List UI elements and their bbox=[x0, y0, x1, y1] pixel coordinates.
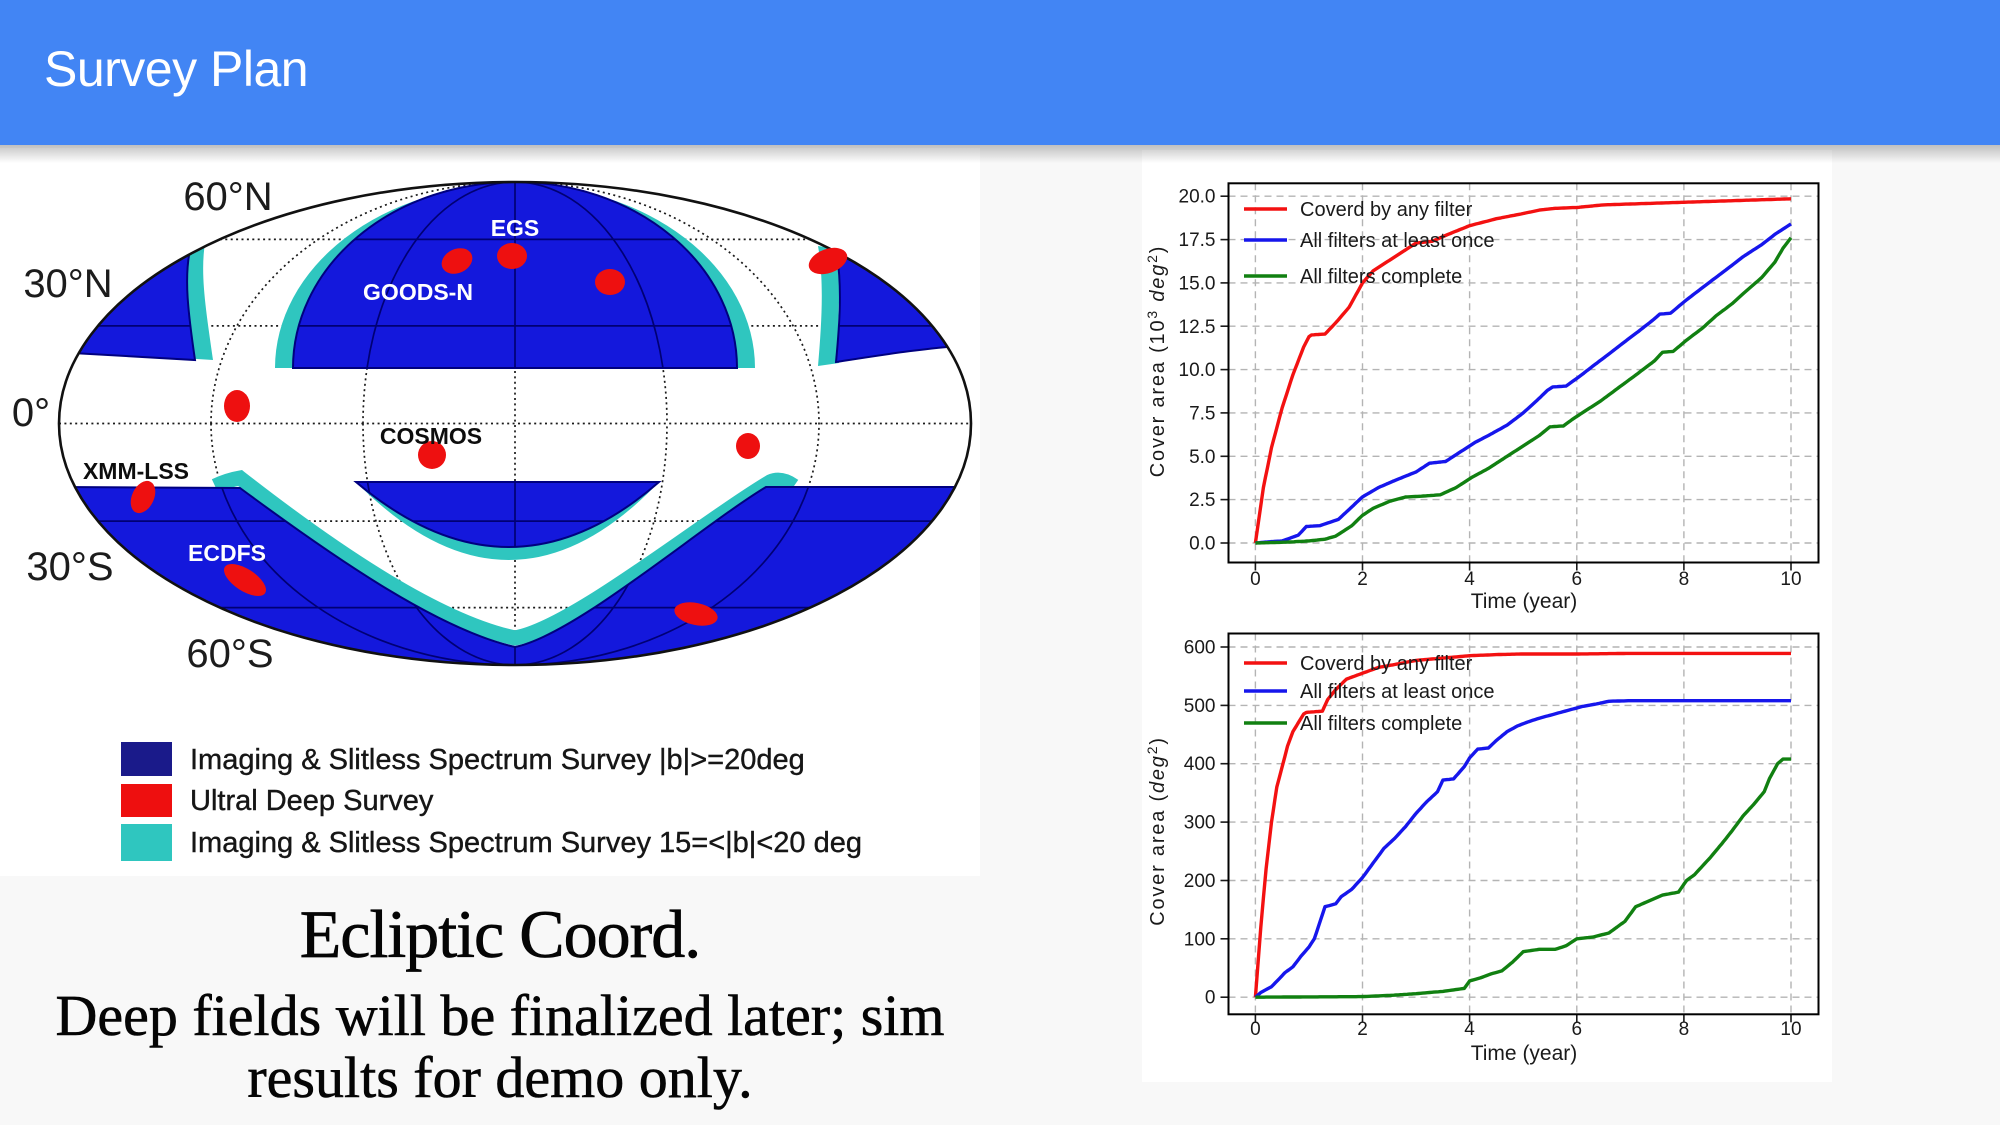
svg-text:12.5: 12.5 bbox=[1179, 317, 1216, 338]
svg-text:6: 6 bbox=[1572, 569, 1583, 590]
svg-text:results for demo only.: results for demo only. bbox=[247, 1045, 752, 1110]
svg-text:Time (year): Time (year) bbox=[1471, 590, 1578, 613]
svg-text:Imaging & Slitless Spectrum Su: Imaging & Slitless Spectrum Survey |b|>=… bbox=[190, 744, 805, 776]
svg-text:30°S: 30°S bbox=[26, 545, 113, 589]
svg-text:EGS: EGS bbox=[491, 215, 540, 241]
svg-text:2: 2 bbox=[1357, 1019, 1368, 1040]
svg-text:0: 0 bbox=[1250, 569, 1261, 590]
svg-text:ECDFS: ECDFS bbox=[188, 540, 266, 566]
svg-text:300: 300 bbox=[1184, 813, 1216, 834]
svg-text:10: 10 bbox=[1780, 569, 1801, 590]
svg-text:All filters at least once: All filters at least once bbox=[1300, 230, 1495, 252]
svg-text:15.0: 15.0 bbox=[1179, 273, 1216, 294]
svg-text:All filters complete: All filters complete bbox=[1300, 713, 1462, 735]
svg-text:60°S: 60°S bbox=[186, 632, 273, 676]
svg-text:5.0: 5.0 bbox=[1189, 447, 1215, 468]
svg-text:Ultral Deep Survey: Ultral Deep Survey bbox=[190, 785, 434, 817]
svg-text:10.0: 10.0 bbox=[1179, 360, 1216, 381]
svg-text:XMM-LSS: XMM-LSS bbox=[83, 458, 189, 484]
svg-text:4: 4 bbox=[1464, 569, 1475, 590]
svg-text:Time (year): Time (year) bbox=[1471, 1042, 1578, 1065]
svg-text:0: 0 bbox=[1205, 988, 1216, 1009]
svg-text:Deep fields will be finalized: Deep fields will be finalized later; sim bbox=[55, 983, 944, 1048]
svg-text:6: 6 bbox=[1572, 1019, 1583, 1040]
svg-text:Coverd by any filter: Coverd by any filter bbox=[1300, 199, 1473, 221]
svg-text:2.5: 2.5 bbox=[1189, 490, 1215, 511]
svg-text:8: 8 bbox=[1679, 1019, 1690, 1040]
svg-text:500: 500 bbox=[1184, 696, 1216, 717]
svg-text:400: 400 bbox=[1184, 754, 1216, 775]
svg-text:8: 8 bbox=[1679, 569, 1690, 590]
svg-text:2: 2 bbox=[1357, 569, 1368, 590]
svg-text:Cover area (deg2): Cover area (deg2) bbox=[1144, 736, 1169, 926]
svg-text:0: 0 bbox=[1250, 1019, 1261, 1040]
svg-text:4: 4 bbox=[1464, 1019, 1475, 1040]
svg-text:30°N: 30°N bbox=[23, 262, 112, 306]
svg-text:Ecliptic Coord.: Ecliptic Coord. bbox=[300, 896, 700, 972]
svg-text:All filters complete: All filters complete bbox=[1300, 266, 1462, 288]
svg-text:0°: 0° bbox=[12, 391, 50, 435]
svg-text:600: 600 bbox=[1184, 638, 1216, 659]
svg-text:COSMOS: COSMOS bbox=[380, 423, 482, 449]
svg-text:All filters at least once: All filters at least once bbox=[1300, 681, 1495, 703]
svg-text:Coverd by any filter: Coverd by any filter bbox=[1300, 653, 1473, 675]
svg-text:Cover area (103 deg2): Cover area (103 deg2) bbox=[1144, 245, 1169, 477]
svg-text:7.5: 7.5 bbox=[1189, 403, 1215, 424]
svg-text:20.0: 20.0 bbox=[1179, 187, 1216, 208]
svg-text:0.0: 0.0 bbox=[1189, 534, 1215, 555]
svg-text:Imaging & Slitless Spectrum Su: Imaging & Slitless Spectrum Survey 15=<|… bbox=[190, 827, 862, 859]
svg-text:60°N: 60°N bbox=[183, 175, 272, 219]
svg-text:17.5: 17.5 bbox=[1179, 230, 1216, 251]
svg-text:GOODS-N: GOODS-N bbox=[363, 279, 473, 305]
svg-text:200: 200 bbox=[1184, 871, 1216, 892]
svg-text:10: 10 bbox=[1780, 1019, 1801, 1040]
svg-text:100: 100 bbox=[1184, 929, 1216, 950]
